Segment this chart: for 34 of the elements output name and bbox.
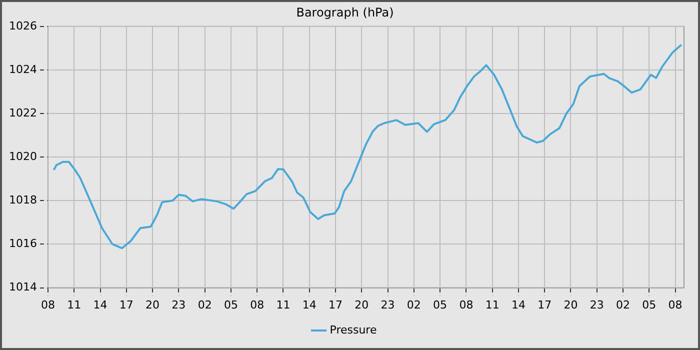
x-tick-label: 20 (146, 298, 160, 312)
y-tick-label: 1014 (8, 280, 37, 294)
x-tick-label: 11 (67, 298, 82, 312)
y-tick-label: 1022 (8, 106, 37, 120)
y-tick-label: 1016 (8, 237, 37, 250)
x-tick-label: 08 (459, 298, 474, 312)
x-tick-label: 17 (328, 298, 343, 312)
x-tick-label: 11 (485, 298, 500, 312)
chart-title: Barograph (hPa) (296, 5, 394, 20)
x-tick-label: 02 (406, 298, 421, 312)
x-tick-label: 23 (380, 298, 395, 312)
y-tick-label: 1026 (8, 19, 37, 32)
y-tick-label: 1018 (8, 194, 37, 207)
x-tick-label: 08 (250, 298, 264, 312)
y-tick-label: 1020 (8, 150, 37, 163)
x-tick-label: 17 (119, 298, 134, 312)
x-tick-label: 05 (224, 298, 238, 312)
legend-label: Pressure (330, 323, 377, 336)
x-tick-label: 08 (668, 298, 682, 312)
x-tick-label: 14 (302, 298, 316, 312)
x-tick-label: 02 (198, 298, 212, 312)
x-tick-label: 05 (642, 298, 656, 312)
x-tick-label: 05 (433, 298, 448, 312)
x-tick-label: 23 (172, 298, 186, 312)
x-tick-label: 20 (354, 298, 369, 312)
y-tick-label: 1024 (8, 62, 37, 76)
x-tick-label: 02 (616, 298, 630, 312)
x-tick-label: 14 (511, 298, 526, 312)
x-tick-label: 08 (40, 298, 55, 312)
x-tick-label: 20 (564, 298, 578, 312)
x-tick-label: 17 (538, 298, 552, 312)
x-tick-label: 14 (93, 298, 108, 312)
x-tick-label: 23 (590, 298, 604, 312)
x-tick-label: 11 (276, 298, 290, 312)
